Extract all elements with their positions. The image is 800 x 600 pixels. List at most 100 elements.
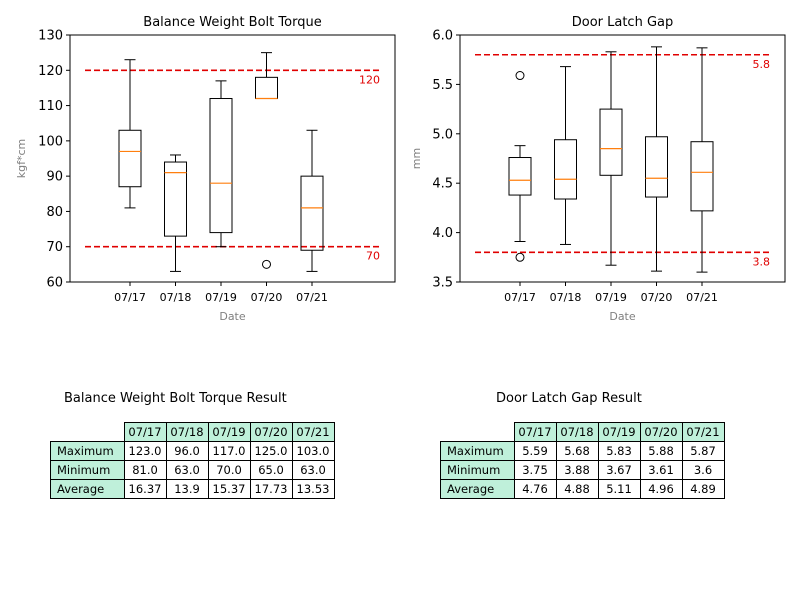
chart-0-box-4 <box>300 129 324 272</box>
table-cell: 17.73 <box>249 479 293 499</box>
table-cell: 123.0 <box>123 441 167 461</box>
chart-1-iqr-0 <box>508 157 532 196</box>
table-row: Maximum 123.0 96.0 117.0 125.0 103.0 <box>50 441 335 461</box>
table-row: Maximum 5.59 5.68 5.83 5.88 5.87 <box>440 441 725 461</box>
table-cell: 3.67 <box>597 460 641 480</box>
table-column-header: 07/17 <box>123 422 167 442</box>
table-cell: 117.0 <box>207 441 251 461</box>
chart-1-iqr-4 <box>690 141 714 212</box>
chart-1-limit-label-0: 5.8 <box>753 58 771 71</box>
chart-1-xtick-label-0: 07/17 <box>504 291 536 304</box>
table-cell: 65.0 <box>249 460 293 480</box>
chart-1-title: Door Latch Gap <box>572 15 674 30</box>
table-cell: 4.76 <box>513 479 557 499</box>
table-cell: 16.37 <box>123 479 167 499</box>
table-row: Average 4.76 4.88 5.11 4.96 4.89 <box>440 479 725 499</box>
chart-1-ytick-label-3: 5.0 <box>432 127 453 142</box>
chart-1-box-3 <box>645 46 668 272</box>
table-cell: 5.88 <box>639 441 683 461</box>
chart-1-xtick-label-1: 07/18 <box>550 291 582 304</box>
table-column-header: 07/19 <box>597 422 641 442</box>
chart-1-ytick-label-0: 3.5 <box>432 276 453 291</box>
table-cell: 13.9 <box>165 479 209 499</box>
chart-0-ytick-label-0: 60 <box>46 276 63 291</box>
chart-0-xtick-label-2: 07/19 <box>205 291 237 304</box>
chart-0-box-2 <box>209 80 233 248</box>
table-row-header: Minimum <box>440 460 515 480</box>
table-column-header: 07/19 <box>207 422 251 442</box>
table-row: Minimum 3.75 3.88 3.67 3.61 3.6 <box>440 460 725 480</box>
chart-1-ytick-label-2: 4.5 <box>432 177 453 192</box>
chart-0-limit-label-1: 70 <box>366 250 380 263</box>
table-cell: 63.0 <box>291 460 335 480</box>
table-row: Average 16.37 13.9 15.37 17.73 13.53 <box>50 479 335 499</box>
chart-0-ytick-label-2: 80 <box>46 205 63 220</box>
chart-1-xtick-label-4: 07/21 <box>686 291 718 304</box>
chart-0-title: Balance Weight Bolt Torque <box>143 15 321 30</box>
table-cell: 3.6 <box>681 460 725 480</box>
chart-1-outlier-0-1 <box>515 252 525 262</box>
table-column-header: 07/20 <box>639 422 683 442</box>
table-row-header: Average <box>50 479 125 499</box>
table-row-header: Maximum <box>440 441 515 461</box>
table-column-header: 07/20 <box>249 422 293 442</box>
table-corner-blank <box>51 423 125 442</box>
chart-1-ytick-label-5: 6.0 <box>432 29 453 44</box>
table-column-header: 07/21 <box>681 422 725 442</box>
chart-0-iqr-1 <box>164 161 187 237</box>
table-row-header: Average <box>440 479 515 499</box>
chart-1-limit-label-1: 3.8 <box>753 255 771 268</box>
chart-0-ytick-label-3: 90 <box>46 170 63 185</box>
table-cell: 81.0 <box>123 460 167 480</box>
table-row: Minimum 81.0 63.0 70.0 65.0 63.0 <box>50 460 335 480</box>
chart-1-iqr-2 <box>599 108 623 176</box>
table-corner-blank <box>441 423 515 442</box>
table-cell: 5.83 <box>597 441 641 461</box>
table-cell: 15.37 <box>207 479 251 499</box>
table-title-gap: Door Latch Gap Result <box>496 391 642 406</box>
chart-1-box-4 <box>690 47 714 273</box>
chart-0-iqr-3 <box>255 76 278 100</box>
chart-1-xlabel: Date <box>609 310 636 323</box>
chart-1-iqr-3 <box>645 136 668 198</box>
table-cell: 5.11 <box>597 479 641 499</box>
chart-0-axes-frame <box>69 34 396 283</box>
table-cell: 125.0 <box>249 441 293 461</box>
table-header-row: 07/17 07/18 07/19 07/20 07/21 <box>441 422 725 442</box>
chart-0-ytick-label-1: 70 <box>46 240 63 255</box>
chart-0-iqr-0 <box>118 129 142 188</box>
chart-0-limit-label-0: 120 <box>359 73 380 86</box>
table-cell: 4.96 <box>639 479 683 499</box>
chart-0-iqr-4 <box>300 175 324 251</box>
chart-0-xtick-label-4: 07/21 <box>296 291 328 304</box>
chart-0-ytick-label-6: 120 <box>38 64 63 79</box>
table-cell: 96.0 <box>165 441 209 461</box>
chart-0-xtick-label-3: 07/20 <box>251 291 283 304</box>
chart-1-axes-frame <box>459 34 786 283</box>
table-header-row: 07/17 07/18 07/19 07/20 07/21 <box>51 422 335 442</box>
chart-1-iqr-1 <box>554 139 577 200</box>
chart-0-xtick-label-1: 07/18 <box>160 291 192 304</box>
result-table-torque: 07/17 07/18 07/19 07/20 07/21 Maximum 123.0 96.… <box>50 422 335 499</box>
chart-1-box-0 <box>508 71 532 262</box>
chart-1-xtick-label-3: 07/20 <box>641 291 673 304</box>
table-title-torque: Balance Weight Bolt Torque Result <box>64 391 287 406</box>
table-cell: 103.0 <box>291 441 335 461</box>
chart-0-ytick-label-4: 100 <box>38 134 63 149</box>
chart-0-xlabel: Date <box>219 310 246 323</box>
table-cell: 5.87 <box>681 441 725 461</box>
table-cell: 13.53 <box>291 479 335 499</box>
chart-1-box-2 <box>599 51 623 266</box>
chart-0-box-0 <box>118 59 142 209</box>
table-column-header: 07/17 <box>513 422 557 442</box>
table-cell: 3.75 <box>513 460 557 480</box>
chart-0-box-3 <box>255 52 278 269</box>
chart-1-outlier-0-0 <box>515 71 525 81</box>
table-cell: 4.88 <box>555 479 599 499</box>
chart-1-box-1 <box>554 66 577 245</box>
table-cell: 70.0 <box>207 460 251 480</box>
chart-0-ytick-label-7: 130 <box>38 29 63 44</box>
table-row-header: Minimum <box>50 460 125 480</box>
chart-0-ylabel: kgf*cm <box>15 139 28 179</box>
